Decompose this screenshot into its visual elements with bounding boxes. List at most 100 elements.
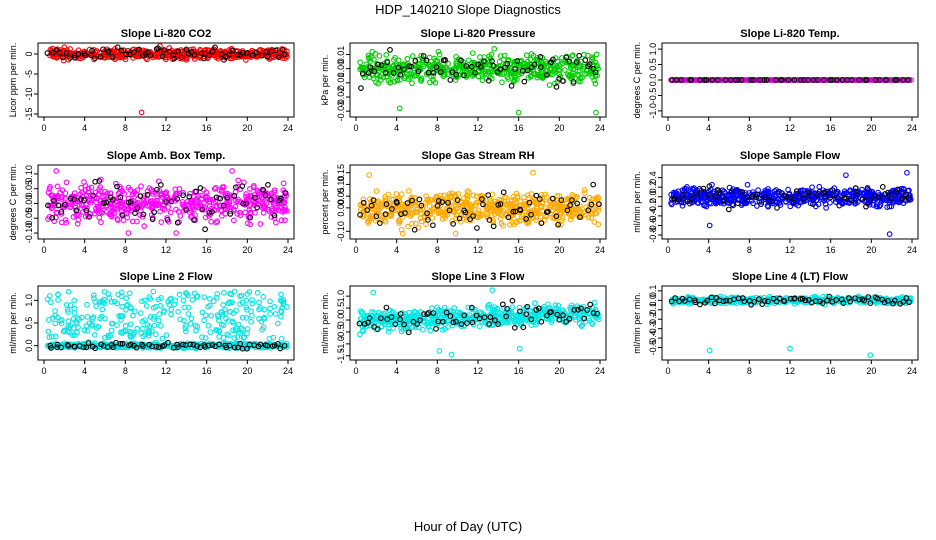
hourly-point xyxy=(175,48,181,55)
data-point xyxy=(117,198,123,205)
data-point xyxy=(510,215,517,222)
hourly-point xyxy=(154,186,160,193)
data-point xyxy=(487,74,493,81)
data-point xyxy=(83,322,90,329)
data-point xyxy=(207,196,213,203)
hourly-point xyxy=(447,77,454,83)
data-point xyxy=(132,52,138,58)
hourly-point xyxy=(200,55,207,62)
data-point xyxy=(511,58,518,65)
hourly-point xyxy=(590,181,597,188)
data-point xyxy=(121,205,128,212)
data-point xyxy=(158,219,165,225)
data-point xyxy=(110,205,116,212)
x-tick-label: 20 xyxy=(866,245,876,255)
hourly-point xyxy=(56,49,63,56)
data-point xyxy=(84,327,91,334)
hourly-point xyxy=(900,77,906,83)
hourly-point xyxy=(183,46,190,53)
data-point xyxy=(235,321,242,328)
hourly-point xyxy=(394,200,400,206)
y-tick-label: 1.0 xyxy=(336,290,346,303)
data-point xyxy=(473,213,480,220)
data-point xyxy=(742,77,749,83)
hourly-point xyxy=(375,61,381,68)
data-point xyxy=(70,214,77,220)
hourly-point xyxy=(477,63,484,70)
hourly-point xyxy=(497,66,504,73)
hourly-point xyxy=(402,210,408,216)
hourly-point xyxy=(468,63,475,70)
hourly-point xyxy=(243,200,249,207)
data-point xyxy=(139,298,145,305)
data-point xyxy=(476,323,483,330)
x-tick-label: 24 xyxy=(595,366,605,376)
hourly-point xyxy=(140,211,147,218)
data-point xyxy=(402,73,409,80)
data-point xyxy=(574,71,581,78)
data-point xyxy=(589,55,596,62)
data-point xyxy=(265,192,272,198)
data-point xyxy=(885,77,892,83)
x-tick-label: 16 xyxy=(202,366,212,376)
data-point xyxy=(766,77,773,83)
y-axis-label: degrees C per min. xyxy=(632,42,642,119)
hourly-point xyxy=(86,213,93,220)
data-points xyxy=(44,288,290,352)
data-point xyxy=(165,204,172,210)
data-point xyxy=(744,181,751,188)
hourly-point xyxy=(453,71,459,78)
y-tick-label: 0.10 xyxy=(336,176,346,194)
data-point xyxy=(409,220,415,227)
data-point xyxy=(477,197,484,204)
y-tick-label: -15 xyxy=(24,107,34,120)
data-point xyxy=(268,54,274,61)
hourly-point xyxy=(97,53,104,60)
x-tick-label: 16 xyxy=(514,245,524,255)
data-point xyxy=(570,207,576,214)
data-point xyxy=(91,56,97,63)
hourly-point xyxy=(370,197,377,204)
hourly-point xyxy=(725,206,732,213)
data-point xyxy=(187,190,193,197)
hourly-point xyxy=(411,226,418,233)
hourly-point xyxy=(226,51,233,58)
data-point xyxy=(46,185,53,192)
data-point xyxy=(97,209,104,215)
data-point xyxy=(385,191,392,198)
data-point xyxy=(694,77,700,83)
data-point xyxy=(141,192,148,199)
data-point xyxy=(449,218,455,224)
hourly-point xyxy=(364,207,371,214)
data-point-outlier xyxy=(396,105,403,112)
data-point xyxy=(256,299,262,306)
hourly-point xyxy=(678,77,685,83)
hourly-point xyxy=(537,54,544,60)
data-point xyxy=(539,196,546,202)
hourly-point xyxy=(596,201,602,208)
data-point xyxy=(508,198,515,204)
x-tick-label: 4 xyxy=(394,123,399,133)
y-tick-label: 0.0 xyxy=(336,314,346,327)
data-point-outlier xyxy=(706,222,713,229)
data-point xyxy=(581,187,588,193)
hourly-point xyxy=(67,195,74,202)
data-point xyxy=(237,212,244,219)
data-point xyxy=(679,202,686,209)
hourly-point xyxy=(276,54,282,61)
data-point xyxy=(408,70,414,76)
hourly-point xyxy=(218,51,225,57)
hourly-point xyxy=(416,196,423,203)
hourly-point xyxy=(486,217,493,223)
hourly-point xyxy=(383,304,390,311)
hourly-point xyxy=(538,64,544,70)
hourly-point xyxy=(514,58,521,64)
data-point xyxy=(770,77,776,83)
hourly-point xyxy=(574,200,580,207)
data-point xyxy=(84,301,90,308)
data-point xyxy=(119,188,126,195)
hourly-point xyxy=(450,221,456,227)
data-point xyxy=(187,209,193,216)
hourly-point xyxy=(512,66,518,73)
